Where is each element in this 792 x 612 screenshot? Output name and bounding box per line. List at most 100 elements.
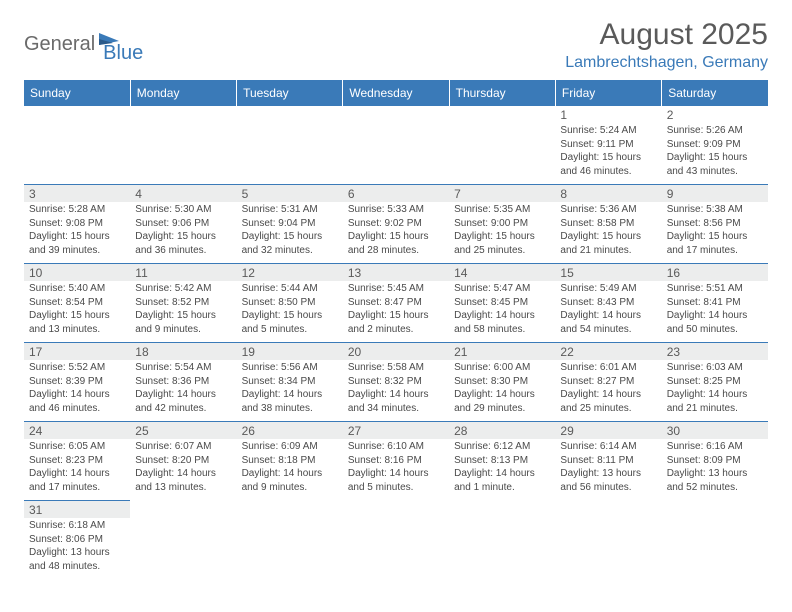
day-cell: 2Sunrise: 5:26 AMSunset: 9:09 PMDaylight…	[662, 106, 768, 185]
header-tuesday: Tuesday	[237, 80, 343, 106]
sunrise: Sunrise: 6:05 AM	[29, 440, 125, 454]
day-cell	[555, 501, 661, 580]
day-number: 5	[242, 187, 338, 201]
day-number: 24	[29, 424, 125, 438]
day-info: Sunrise: 5:38 AMSunset: 8:56 PMDaylight:…	[667, 203, 763, 257]
day-cell: 26 Sunrise: 6:09 AMSunset: 8:18 PMDayligh…	[237, 422, 343, 501]
sunset: Sunset: 8:36 PM	[135, 375, 231, 389]
day-number: 20	[348, 345, 444, 359]
day-cell: 27Sunrise: 6:10 AMSunset: 8:16 PMDayligh…	[343, 422, 449, 501]
sunrise: Sunrise: 6:07 AM	[135, 440, 231, 454]
sunset: Sunset: 8:06 PM	[29, 533, 125, 547]
day-info: Sunrise: 5:31 AMSunset: 9:04 PMDaylight:…	[242, 203, 338, 257]
sunrise: Sunrise: 5:51 AM	[667, 282, 763, 296]
daylight: Daylight: 15 hours and 9 minutes.	[135, 309, 231, 336]
sunrise: Sunrise: 6:12 AM	[454, 440, 550, 454]
day-info: Sunrise: 5:49 AMSunset: 8:43 PMDaylight:…	[560, 282, 656, 336]
day-cell: 20 Sunrise: 5:58 AMSunset: 8:32 PMDayligh…	[343, 343, 449, 422]
logo-text-general: General	[24, 33, 95, 56]
daylight: Daylight: 14 hours and 46 minutes.	[29, 388, 125, 415]
day-number: 17	[29, 345, 125, 359]
header-sunday: Sunday	[24, 80, 130, 106]
sunset: Sunset: 8:11 PM	[560, 454, 656, 468]
day-cell: 28Sunrise: 6:12 AMSunset: 8:13 PMDayligh…	[449, 422, 555, 501]
sunrise: Sunrise: 5:49 AM	[560, 282, 656, 296]
day-info: Sunrise: 5:58 AMSunset: 8:32 PMDaylight:…	[348, 361, 444, 415]
sunrise: Sunrise: 6:09 AM	[242, 440, 338, 454]
sunrise: Sunrise: 5:52 AM	[29, 361, 125, 375]
daylight: Daylight: 15 hours and 17 minutes.	[667, 230, 763, 257]
sunrise: Sunrise: 5:45 AM	[348, 282, 444, 296]
sunrise: Sunrise: 5:54 AM	[135, 361, 231, 375]
day-number: 22	[560, 345, 656, 359]
daylight: Daylight: 14 hours and 38 minutes.	[242, 388, 338, 415]
day-cell	[662, 501, 768, 580]
sunset: Sunset: 8:18 PM	[242, 454, 338, 468]
sunrise: Sunrise: 6:18 AM	[29, 519, 125, 533]
day-cell: 17Sunrise: 5:52 AMSunset: 8:39 PMDayligh…	[24, 343, 130, 422]
day-info: Sunrise: 5:36 AMSunset: 8:58 PMDaylight:…	[560, 203, 656, 257]
day-info: Sunrise: 6:18 AMSunset: 8:06 PMDaylight:…	[29, 519, 125, 573]
sunset: Sunset: 8:27 PM	[560, 375, 656, 389]
day-number: 29	[560, 424, 656, 438]
sunrise: Sunrise: 6:01 AM	[560, 361, 656, 375]
sunset: Sunset: 8:45 PM	[454, 296, 550, 310]
day-info: Sunrise: 6:12 AMSunset: 8:13 PMDaylight:…	[454, 440, 550, 494]
day-number: 26	[242, 424, 338, 438]
daylight: Daylight: 15 hours and 36 minutes.	[135, 230, 231, 257]
sunrise: Sunrise: 5:36 AM	[560, 203, 656, 217]
day-info: Sunrise: 5:40 AMSunset: 8:54 PMDaylight:…	[29, 282, 125, 336]
daylight: Daylight: 15 hours and 32 minutes.	[242, 230, 338, 257]
day-cell: 11 Sunrise: 5:42 AMSunset: 8:52 PMDayligh…	[130, 264, 236, 343]
day-cell	[237, 106, 343, 185]
sunset: Sunset: 9:06 PM	[135, 217, 231, 231]
daylight: Daylight: 15 hours and 28 minutes.	[348, 230, 444, 257]
sunset: Sunset: 9:04 PM	[242, 217, 338, 231]
day-info: Sunrise: 6:14 AMSunset: 8:11 PMDaylight:…	[560, 440, 656, 494]
sunset: Sunset: 8:43 PM	[560, 296, 656, 310]
daylight: Daylight: 13 hours and 48 minutes.	[29, 546, 125, 573]
day-info: Sunrise: 6:16 AMSunset: 8:09 PMDaylight:…	[667, 440, 763, 494]
day-cell: 13Sunrise: 5:45 AMSunset: 8:47 PMDayligh…	[343, 264, 449, 343]
day-cell: 9Sunrise: 5:38 AMSunset: 8:56 PMDaylight…	[662, 185, 768, 264]
day-cell	[237, 501, 343, 580]
sunrise: Sunrise: 5:40 AM	[29, 282, 125, 296]
day-number: 13	[348, 266, 444, 280]
daylight: Daylight: 15 hours and 13 minutes.	[29, 309, 125, 336]
sunset: Sunset: 9:11 PM	[560, 138, 656, 152]
daylight: Daylight: 15 hours and 46 minutes.	[560, 151, 656, 178]
daylight: Daylight: 13 hours and 52 minutes.	[667, 467, 763, 494]
sunset: Sunset: 8:32 PM	[348, 375, 444, 389]
day-cell: 16Sunrise: 5:51 AMSunset: 8:41 PMDayligh…	[662, 264, 768, 343]
sunset: Sunset: 8:09 PM	[667, 454, 763, 468]
day-number: 3	[29, 187, 125, 201]
day-info: Sunrise: 6:05 AMSunset: 8:23 PMDaylight:…	[29, 440, 125, 494]
sunset: Sunset: 8:25 PM	[667, 375, 763, 389]
day-number: 23	[667, 345, 763, 359]
daylight: Daylight: 14 hours and 29 minutes.	[454, 388, 550, 415]
header-saturday: Saturday	[662, 80, 768, 106]
day-info: Sunrise: 5:42 AMSunset: 8:52 PMDaylight:…	[135, 282, 231, 336]
week-row: 24 Sunrise: 6:05 AMSunset: 8:23 PMDayligh…	[24, 422, 768, 501]
day-info: Sunrise: 5:47 AMSunset: 8:45 PMDaylight:…	[454, 282, 550, 336]
day-info: Sunrise: 6:09 AMSunset: 8:18 PMDaylight:…	[242, 440, 338, 494]
day-number: 11	[135, 266, 231, 280]
sunset: Sunset: 8:16 PM	[348, 454, 444, 468]
day-cell: 24 Sunrise: 6:05 AMSunset: 8:23 PMDayligh…	[24, 422, 130, 501]
day-number: 19	[242, 345, 338, 359]
daylight: Daylight: 14 hours and 58 minutes.	[454, 309, 550, 336]
day-number: 15	[560, 266, 656, 280]
day-number: 27	[348, 424, 444, 438]
day-number: 1	[560, 108, 656, 122]
day-cell: 5 Sunrise: 5:31 AMSunset: 9:04 PMDaylight…	[237, 185, 343, 264]
day-cell: 21Sunrise: 6:00 AMSunset: 8:30 PMDayligh…	[449, 343, 555, 422]
day-info: Sunrise: 6:07 AMSunset: 8:20 PMDaylight:…	[135, 440, 231, 494]
daylight: Daylight: 14 hours and 21 minutes.	[667, 388, 763, 415]
day-info: Sunrise: 5:33 AMSunset: 9:02 PMDaylight:…	[348, 203, 444, 257]
sunrise: Sunrise: 5:38 AM	[667, 203, 763, 217]
logo-text-blue: Blue	[103, 42, 143, 65]
day-cell: 10Sunrise: 5:40 AMSunset: 8:54 PMDayligh…	[24, 264, 130, 343]
header-monday: Monday	[130, 80, 236, 106]
day-number: 6	[348, 187, 444, 201]
day-number: 4	[135, 187, 231, 201]
